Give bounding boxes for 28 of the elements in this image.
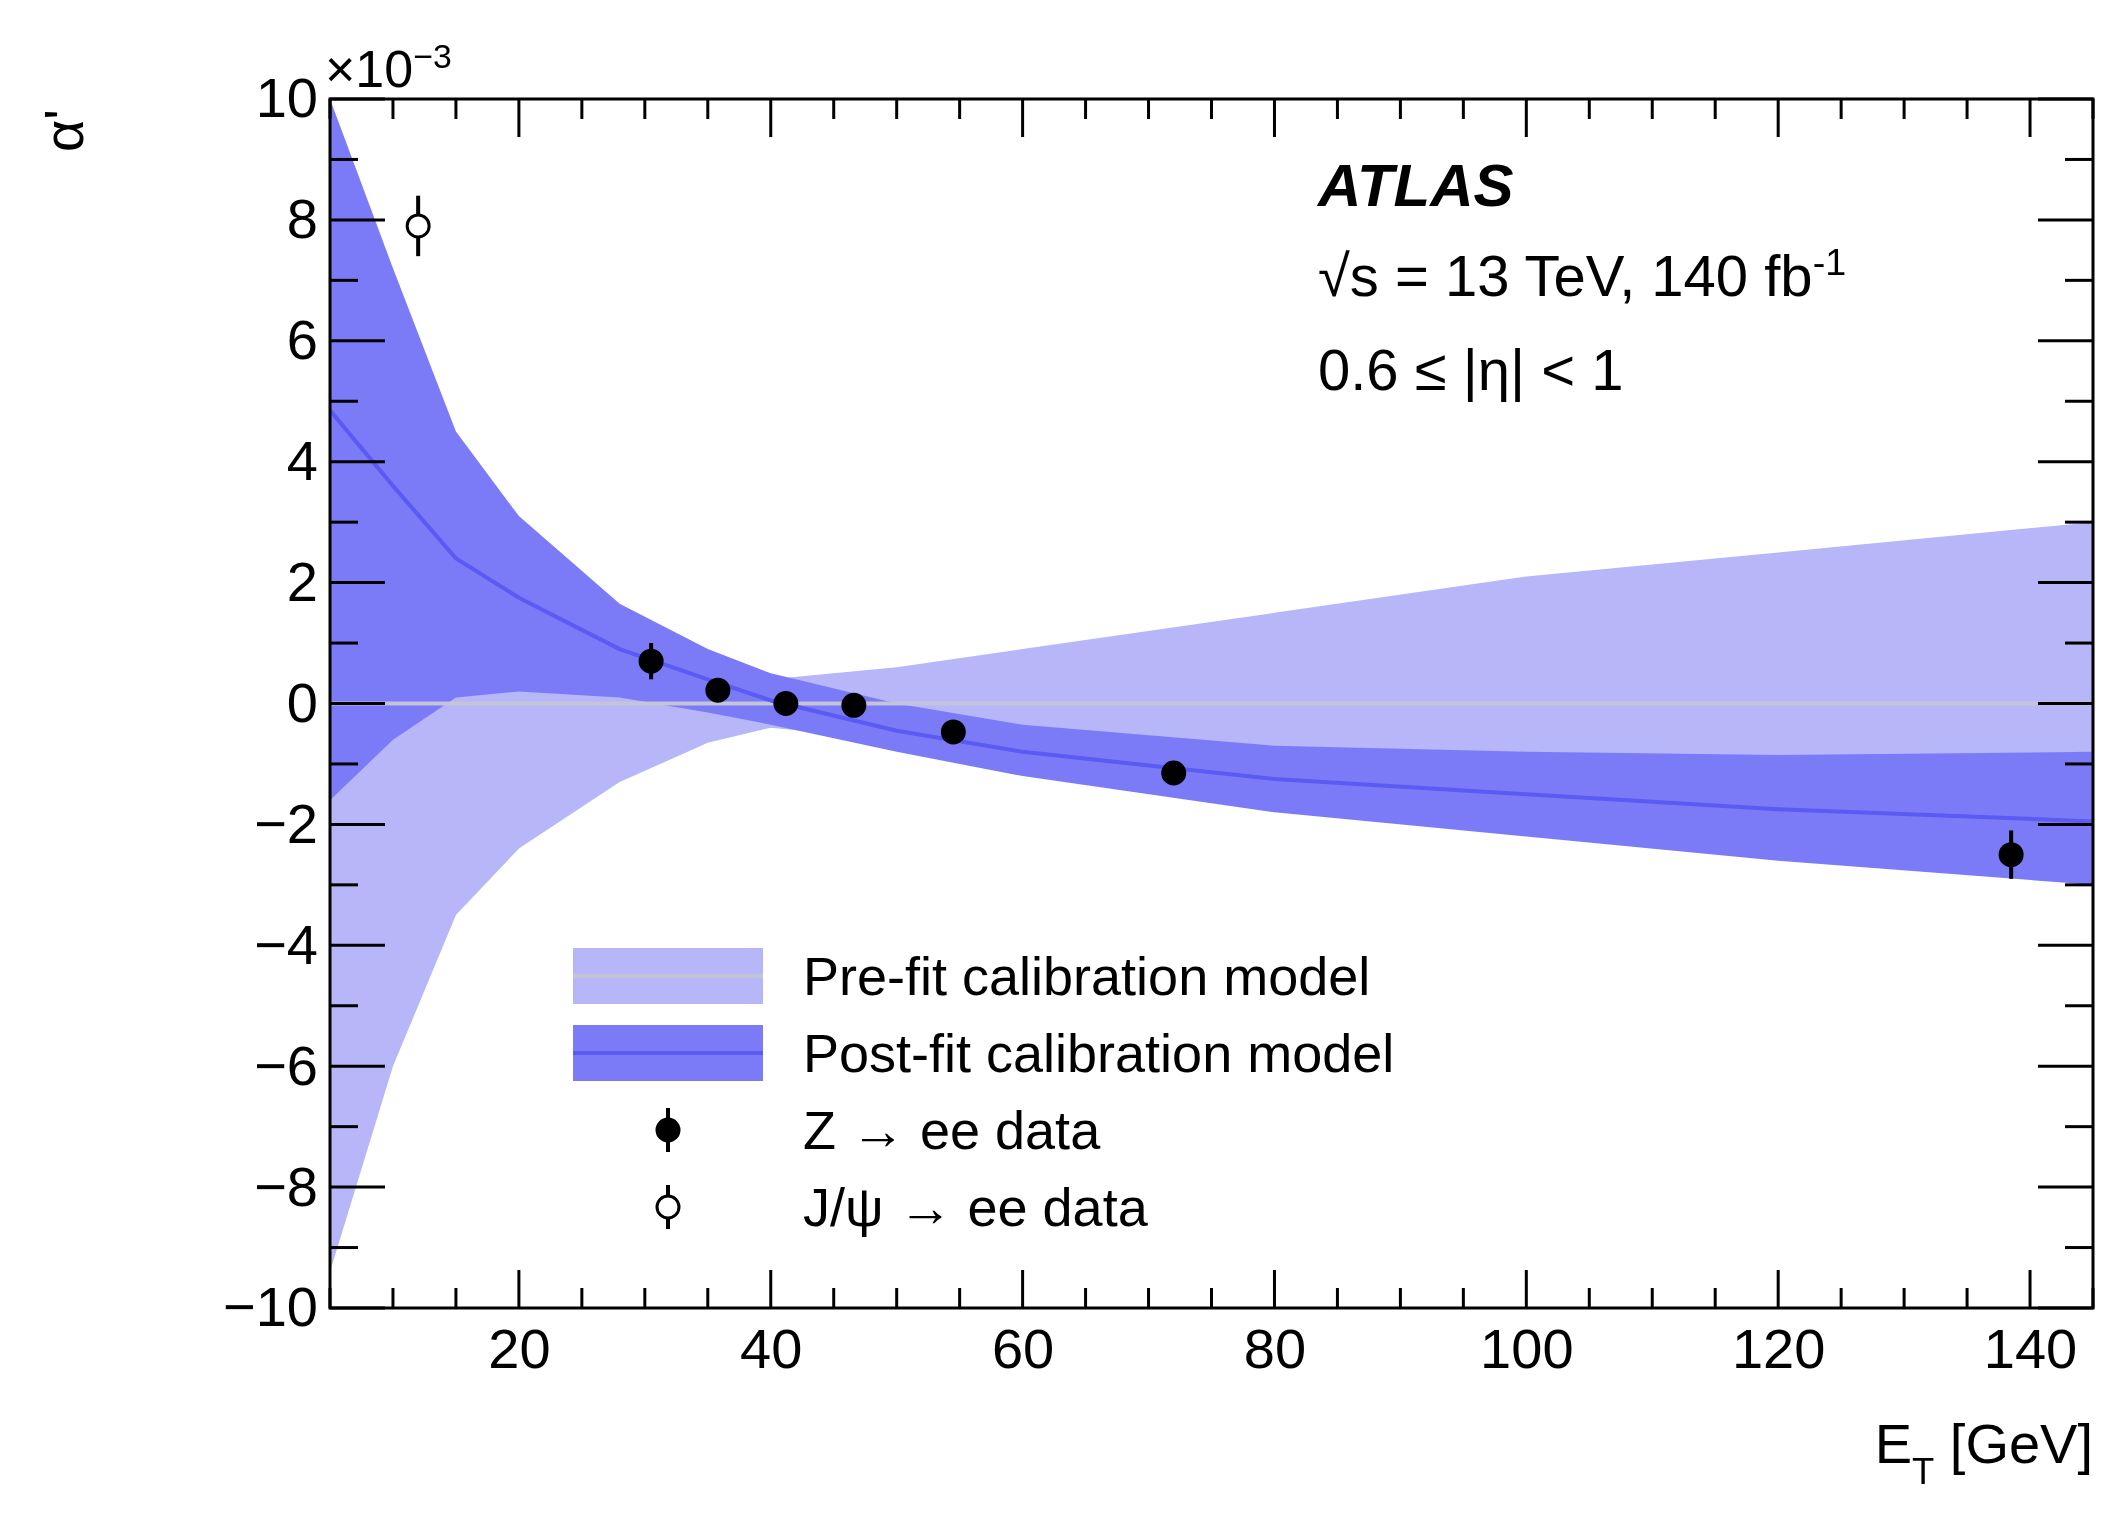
y-tick-label: 8 [286, 187, 318, 251]
legend-label: Pre-fit calibration model [803, 946, 1371, 1006]
legend-label: Post-fit calibration model [803, 1023, 1395, 1083]
x-tick-label: 40 [740, 1316, 803, 1380]
annotation: √s = 13 TeV, 140 fb$^{-1}$ [1318, 241, 1847, 308]
y-tick-label: 0 [286, 670, 318, 734]
y-tick-label: 10 [255, 66, 318, 130]
y-axis-title: α' [32, 109, 95, 153]
y-tick-label: −6 [254, 1033, 318, 1097]
x-tick-label: 60 [991, 1316, 1055, 1380]
legend-label: Z → ee data [803, 1100, 1102, 1160]
text: ×10$^{−3}$ [325, 37, 452, 98]
y-tick-label: 6 [286, 308, 318, 372]
y-tick-label: −10 [223, 1275, 318, 1339]
x-tick-label: 100 [1480, 1316, 1574, 1380]
legend-label: J/ψ → ee data [803, 1177, 1149, 1237]
y-tick-label: −4 [254, 912, 318, 976]
y-tick-label: 2 [286, 550, 318, 614]
y-tick-label: 4 [286, 429, 318, 493]
x-tick-label: 20 [488, 1316, 551, 1380]
x-tick-label: 140 [1983, 1316, 2078, 1380]
y-tick-label: −8 [254, 1154, 318, 1218]
x-tick-label: 120 [1731, 1316, 1826, 1380]
x-axis-title: E$_{T}$ [GeV] [1874, 1412, 2093, 1492]
annotation: 0.6 ≤ |η| < 1 [1318, 337, 1624, 402]
annotation: ATLAS [1316, 152, 1514, 219]
y-tick-label: −2 [254, 791, 318, 855]
x-tick-label: 80 [1243, 1316, 1307, 1380]
